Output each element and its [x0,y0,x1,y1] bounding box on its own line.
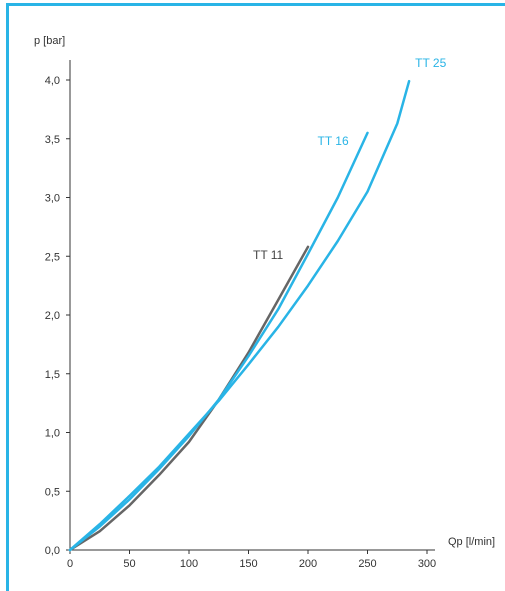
series-line-tt-16 [68,131,369,552]
series-label: TT 25 [415,56,446,70]
y-tick-label: 2,0 [45,310,60,322]
x-tick-label: 100 [180,558,198,570]
y-tick-label: 2,5 [45,251,60,263]
x-axis-label: Qp [l/min] [448,536,495,548]
series-lines: TT 11 TT 16 TT 25 [68,56,447,552]
x-tick-label: 50 [123,558,135,570]
frame-top-border [6,3,505,6]
x-tick-label: 200 [299,558,317,570]
y-tick-label: 3,5 [45,134,60,146]
frame-left-border [6,3,9,591]
y-ticks: 0,0 0,5 1,0 1,5 2,0 2,5 3,0 3,5 4,0 [45,75,70,557]
y-tick-label: 1,5 [45,369,60,381]
y-tick-label: 0,0 [45,545,60,557]
y-tick-label: 1,0 [45,428,60,440]
series-label: TT 11 [253,248,284,262]
series-label: TT 16 [318,134,349,148]
x-tick-label: 150 [239,558,257,570]
y-tick-label: 4,0 [45,75,60,87]
x-tick-label: 250 [358,558,376,570]
y-axis-label: p [bar] [34,35,65,47]
x-tick-label: 300 [418,558,436,570]
y-tick-label: 0,5 [45,486,60,498]
y-tick-label: 3,0 [45,193,60,205]
series-line-tt-25 [68,79,411,552]
x-ticks: 0 50 100 150 200 250 300 [67,550,436,570]
series-line-tt-11 [68,245,310,552]
axes [69,60,435,551]
x-tick-label: 0 [67,558,73,570]
